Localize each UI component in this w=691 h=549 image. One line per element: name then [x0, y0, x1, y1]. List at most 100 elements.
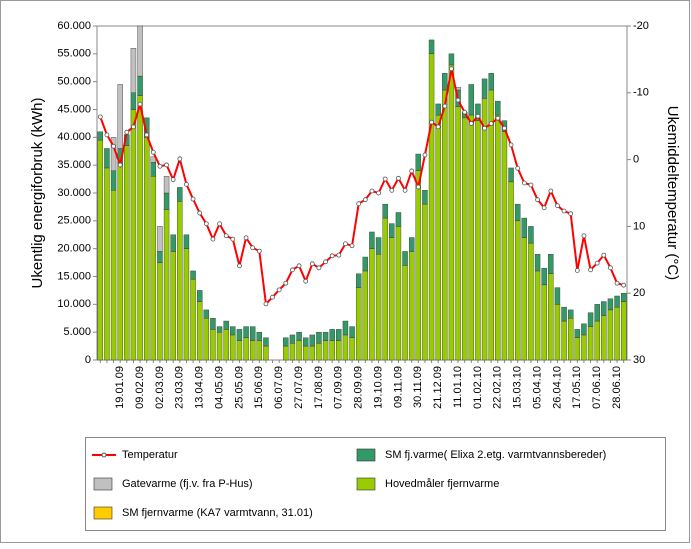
x-tick-label: 17.05.10 [571, 366, 583, 409]
legend-label: SM fjernvarme (KA7 varmtvann, 31.01) [122, 507, 313, 519]
bar-segment [349, 337, 355, 361]
temperature-point [389, 187, 395, 193]
temperature-point [402, 187, 408, 193]
bar-segment [349, 326, 355, 338]
bar-segment [355, 287, 362, 361]
bar-segment [594, 304, 600, 322]
y2-tick-label: -20 [633, 20, 649, 32]
temperature-point [217, 221, 222, 227]
bar-segment [163, 176, 170, 194]
y2-tick-label: 0 [633, 154, 639, 166]
temperature-point [548, 188, 554, 194]
temperature-point [137, 101, 143, 107]
temperature-point [296, 263, 302, 269]
y-tick-label: 5.000 [63, 326, 91, 338]
temperature-point [508, 142, 514, 148]
bar-segment [336, 340, 342, 361]
temperature-point [449, 66, 454, 72]
temperature-point [243, 235, 249, 241]
bar-segment [594, 320, 600, 361]
bar-segment [130, 48, 137, 93]
bar-segment [442, 73, 448, 91]
bar-segment [561, 320, 567, 361]
bar-segment [143, 137, 150, 361]
temperature-point [442, 103, 448, 109]
bar-segment [157, 226, 163, 252]
bar-segment [528, 226, 534, 244]
x-tick-label: 26.04.10 [551, 366, 563, 409]
legend-swatch [93, 477, 113, 491]
bar-segment [402, 265, 408, 361]
bar-segment [455, 106, 461, 361]
temperature-point [250, 245, 256, 251]
bar-segment [230, 326, 236, 336]
temperature-point [468, 121, 474, 126]
x-tick-label: 23.03.09 [174, 366, 186, 409]
bar-segment [428, 53, 435, 361]
bar-segment [309, 334, 316, 347]
bar-segment [601, 301, 607, 316]
x-tick-label: 28.09.09 [353, 366, 365, 409]
bar-segment [163, 209, 170, 361]
bar-segment [514, 220, 521, 361]
bar-segment [210, 329, 216, 361]
temperature-point [581, 233, 587, 239]
bar-segment [137, 25, 143, 77]
bar-segment [263, 337, 269, 347]
x-tick-label: 15.03.10 [512, 366, 524, 409]
y-tick-label: 55.000 [57, 48, 91, 60]
temperature-point [309, 261, 315, 267]
bar-segment [256, 331, 263, 341]
temperature-point [608, 265, 613, 271]
temperature-point [111, 143, 116, 149]
bar-segment [541, 284, 547, 361]
bar-segment [448, 64, 455, 361]
bar-segment [554, 304, 561, 361]
bar-segment [283, 345, 289, 361]
bar-segment [581, 323, 587, 336]
temperature-point [541, 205, 547, 211]
legend-swatch [356, 448, 376, 462]
bar-segment [249, 326, 256, 341]
temperature-point [276, 287, 282, 293]
x-tick-label: 07.09.09 [333, 366, 345, 409]
y2-tick-label: -10 [633, 87, 649, 99]
temperature-point [362, 197, 368, 203]
bar-segment [548, 273, 554, 361]
bar-segment [110, 190, 117, 361]
bar-segment [422, 203, 428, 361]
bar-segment [203, 309, 210, 319]
x-tick-label: 27.07.09 [293, 366, 305, 409]
legend [85, 437, 666, 531]
bar-segment [461, 117, 468, 361]
bar-segment [170, 234, 176, 252]
bar-segment [196, 290, 203, 302]
bar-segment [574, 337, 581, 361]
bar-segment [389, 223, 395, 238]
bar-segment [501, 131, 508, 361]
temperature-point [237, 263, 242, 269]
bar-segment [110, 170, 117, 191]
temperature-point [210, 236, 216, 242]
temperature-point [475, 113, 481, 119]
y-tick-label: 0 [85, 354, 91, 366]
legend-swatch [356, 477, 376, 491]
bar-segment [97, 131, 104, 141]
bar-segment [488, 73, 494, 91]
bar-segment [302, 337, 309, 347]
bar-segment [316, 331, 322, 344]
temperature-point [382, 176, 388, 182]
temperature-point [462, 109, 468, 115]
bar-segment [203, 318, 210, 361]
temperature-point [488, 121, 494, 126]
x-tick-label: 02.03.09 [154, 366, 166, 409]
x-tick-label: 15.06.09 [253, 366, 265, 409]
legend-marker [101, 452, 107, 458]
bar-segment [322, 340, 329, 361]
legend-label: Gatevarme (fj.v. fra P-Hus) [122, 478, 253, 490]
x-tick-label: 04.05.09 [213, 366, 225, 409]
x-tick-label: 19.01.09 [114, 366, 126, 409]
bar-segment [329, 329, 335, 341]
temperature-point [435, 124, 441, 130]
bar-segment [296, 340, 302, 361]
